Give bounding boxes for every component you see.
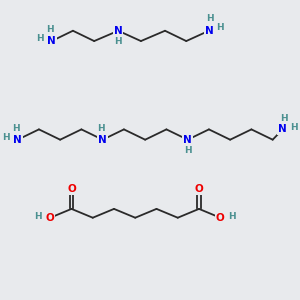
Text: H: H	[2, 133, 10, 142]
Text: H: H	[280, 114, 288, 123]
Text: H: H	[37, 34, 44, 43]
Text: H: H	[12, 124, 20, 133]
Text: H: H	[114, 38, 122, 46]
Text: N: N	[205, 26, 213, 36]
Text: O: O	[195, 184, 203, 194]
Text: O: O	[67, 184, 76, 194]
Text: N: N	[183, 135, 192, 145]
Text: N: N	[278, 124, 287, 134]
Text: H: H	[46, 25, 54, 34]
Text: N: N	[47, 36, 56, 46]
Text: H: H	[290, 122, 298, 131]
Text: H: H	[98, 124, 105, 133]
Text: H: H	[34, 212, 42, 221]
Text: H: H	[184, 146, 191, 155]
Text: O: O	[46, 213, 55, 223]
Text: H: H	[228, 212, 236, 221]
Text: N: N	[98, 135, 107, 145]
Text: N: N	[114, 26, 123, 36]
Text: H: H	[216, 23, 224, 32]
Text: H: H	[206, 14, 214, 23]
Text: O: O	[216, 213, 225, 223]
Text: N: N	[13, 135, 22, 145]
